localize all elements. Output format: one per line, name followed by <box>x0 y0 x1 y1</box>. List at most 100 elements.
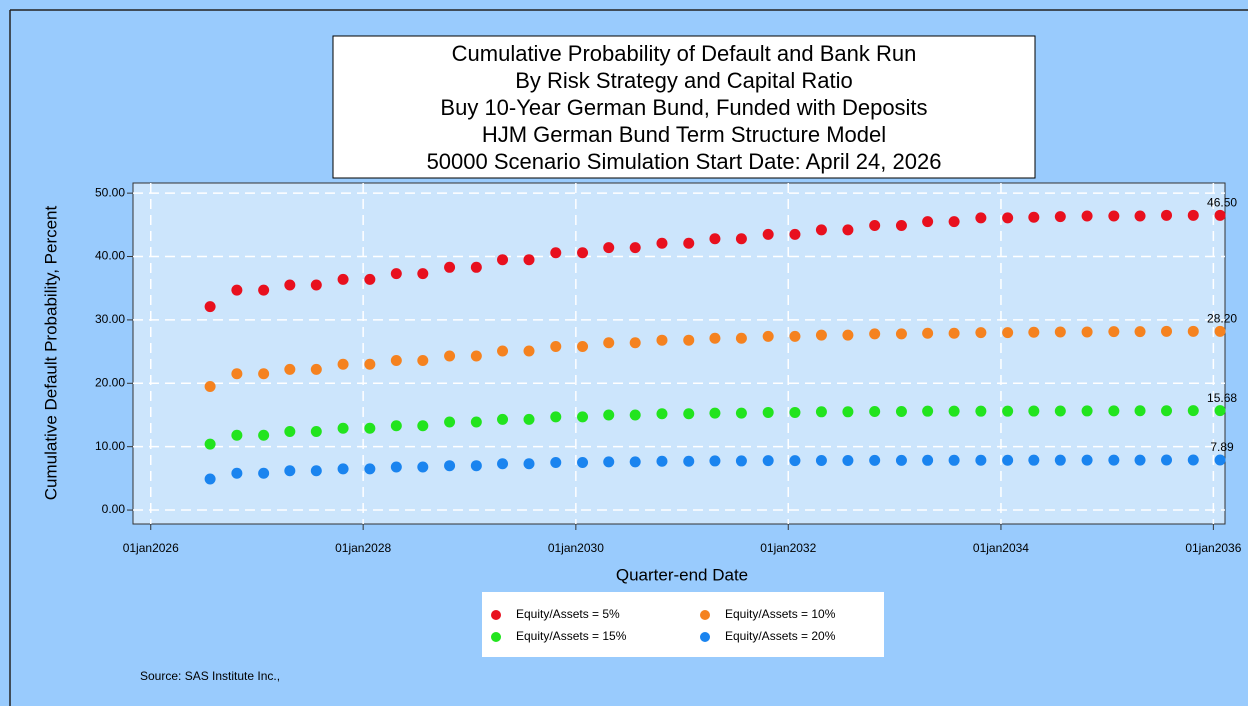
point <box>1081 210 1093 222</box>
point <box>1028 326 1040 338</box>
point <box>656 455 668 467</box>
y-tick-label: 30.00 <box>95 312 125 326</box>
point <box>310 279 322 291</box>
point <box>629 456 641 468</box>
point <box>709 455 721 467</box>
point <box>869 454 881 466</box>
point <box>656 334 668 346</box>
point <box>258 284 270 296</box>
point <box>948 454 960 466</box>
point <box>789 406 801 418</box>
point <box>470 350 482 362</box>
point <box>497 254 509 266</box>
point <box>550 247 562 259</box>
point <box>550 341 562 353</box>
point <box>204 380 216 392</box>
x-tick-label: 01jan2034 <box>973 541 1029 555</box>
point <box>1054 454 1066 466</box>
chart-title: Cumulative Probability of Default and Ba… <box>452 41 917 66</box>
point <box>1002 454 1014 466</box>
point <box>1108 454 1120 466</box>
point <box>683 237 695 249</box>
chart-title: HJM German Bund Term Structure Model <box>482 122 886 147</box>
point <box>231 284 243 296</box>
point <box>337 422 349 434</box>
point <box>470 416 482 428</box>
point <box>762 228 774 240</box>
point <box>815 406 827 418</box>
point <box>1134 454 1146 466</box>
point <box>815 224 827 236</box>
point <box>1108 210 1120 222</box>
point <box>1161 209 1173 221</box>
chart-title: Buy 10-Year German Bund, Funded with Dep… <box>440 95 927 120</box>
point <box>1054 405 1066 417</box>
chart-title: By Risk Strategy and Capital Ratio <box>515 68 853 93</box>
point <box>1187 325 1199 337</box>
point <box>948 216 960 228</box>
point <box>789 330 801 342</box>
point <box>975 327 987 339</box>
point <box>310 363 322 375</box>
point <box>656 237 668 249</box>
point <box>310 465 322 477</box>
point <box>1028 405 1040 417</box>
point <box>231 368 243 380</box>
point <box>842 454 854 466</box>
point <box>895 219 907 231</box>
point <box>1028 454 1040 466</box>
point <box>390 268 402 280</box>
point <box>603 242 615 254</box>
point <box>577 247 589 259</box>
point <box>1081 326 1093 338</box>
point <box>1214 454 1226 466</box>
y-tick-label: 10.00 <box>95 439 125 453</box>
point <box>975 405 987 417</box>
point <box>417 461 429 473</box>
point <box>364 463 376 475</box>
y-axis-label: Cumulative Default Probability, Percent <box>41 205 60 500</box>
chart-title: 50000 Scenario Simulation Start Date: Ap… <box>427 149 942 174</box>
point <box>762 455 774 467</box>
point <box>390 354 402 366</box>
point <box>1002 405 1014 417</box>
point <box>1134 326 1146 338</box>
point <box>204 301 216 313</box>
point <box>470 460 482 472</box>
point <box>284 279 296 291</box>
plot-area <box>132 182 1226 525</box>
data-label: 7.89 <box>1210 440 1234 454</box>
point <box>1214 325 1226 337</box>
point <box>231 467 243 479</box>
point <box>629 337 641 349</box>
point <box>497 413 509 425</box>
point <box>523 458 535 470</box>
point <box>683 408 695 420</box>
legend-box <box>482 592 884 657</box>
point <box>1214 405 1226 417</box>
point <box>1081 405 1093 417</box>
y-tick-label: 20.00 <box>95 375 125 389</box>
legend-marker <box>491 632 501 642</box>
point <box>975 212 987 224</box>
source-note: Source: SAS Institute Inc., <box>140 669 280 683</box>
point <box>284 363 296 375</box>
point <box>789 455 801 467</box>
point <box>709 407 721 419</box>
point <box>1187 454 1199 466</box>
point <box>364 358 376 370</box>
point <box>735 332 747 344</box>
point <box>470 261 482 273</box>
point <box>762 330 774 342</box>
point <box>735 455 747 467</box>
point <box>842 224 854 236</box>
x-axis-label: Quarter-end Date <box>616 565 748 584</box>
point <box>815 329 827 341</box>
point <box>1002 327 1014 339</box>
point <box>1002 212 1014 224</box>
point <box>1054 326 1066 338</box>
title-box <box>332 35 1036 179</box>
point <box>1187 405 1199 417</box>
